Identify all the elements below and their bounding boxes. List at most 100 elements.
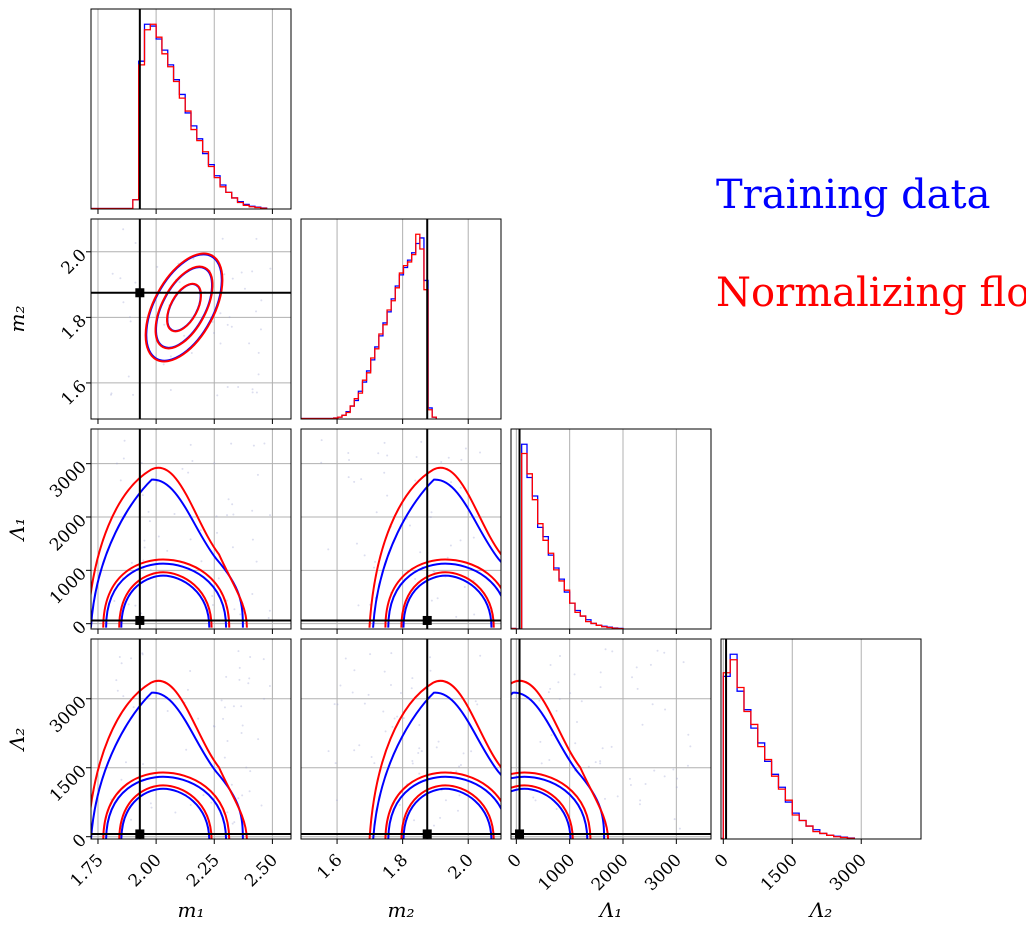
sample-point (127, 603, 130, 606)
sample-point (147, 510, 150, 513)
sample-point (129, 320, 132, 323)
sample-point (375, 511, 378, 514)
sample-point (386, 494, 389, 497)
sample-point (228, 316, 231, 319)
panel-frame (90, 428, 292, 630)
sample-point (616, 795, 619, 798)
sample-point (231, 277, 234, 280)
sample-point (251, 538, 254, 541)
sample-point (628, 777, 631, 780)
x-tick-label-L2: 0 (711, 850, 733, 872)
sample-point (384, 730, 387, 733)
sample-point (476, 703, 479, 706)
sample-point (237, 385, 240, 388)
sample-point (269, 267, 272, 270)
sample-point (391, 725, 394, 728)
sample-point (119, 479, 122, 482)
panel-frame (300, 638, 502, 840)
sample-point (320, 461, 323, 464)
sample-point (249, 655, 252, 658)
sample-point (353, 669, 356, 672)
x-tick-label-m2: 1.6 (313, 850, 346, 883)
panel-frame (510, 428, 712, 630)
x-tick-label-m2: 2.0 (444, 850, 477, 883)
sample-point (320, 439, 323, 442)
sample-point (430, 511, 433, 514)
panel-m1-m2 (86, 218, 292, 424)
sample-point (639, 799, 642, 802)
sample-point (141, 494, 144, 497)
sample-point (123, 439, 126, 442)
sample-point (393, 717, 396, 720)
sample-point (398, 804, 401, 807)
hist-flow-L1 (516, 452, 624, 629)
sample-point (240, 732, 243, 735)
sample-point (231, 546, 234, 549)
contour-flow-2 (102, 771, 231, 839)
sample-point (437, 740, 440, 743)
sample-point (357, 604, 360, 607)
sample-point (363, 554, 366, 557)
sample-point (538, 699, 541, 702)
sample-point (240, 271, 243, 274)
sample-point (221, 237, 224, 240)
sample-point (249, 770, 252, 773)
sample-point (211, 320, 214, 323)
sample-point (115, 462, 118, 465)
sample-point (216, 531, 219, 534)
sample-point (143, 539, 146, 542)
sample-point (604, 648, 607, 651)
sample-point (540, 762, 543, 765)
sample-point (222, 717, 225, 720)
panel-frame (300, 428, 502, 630)
sample-point (197, 717, 200, 720)
truth-marker (135, 829, 145, 839)
sample-point (132, 393, 135, 396)
contour-flow-1 (118, 571, 213, 628)
sample-point (183, 334, 186, 337)
sample-point (189, 538, 192, 541)
sample-point (245, 766, 248, 769)
contour-training-1 (120, 787, 211, 839)
sample-point (226, 323, 229, 326)
sample-point (446, 556, 449, 559)
sample-point (418, 772, 421, 775)
sample-point (339, 684, 342, 687)
legend-training-data: Training data (716, 172, 991, 218)
sample-point (173, 512, 176, 515)
sample-point (128, 316, 131, 319)
sample-point (411, 762, 414, 765)
sample-point (599, 762, 602, 765)
sample-point (225, 675, 228, 678)
sample-point (549, 664, 552, 667)
sample-point (651, 703, 654, 706)
sample-point (675, 786, 678, 789)
sample-point (142, 763, 145, 766)
sample-point (223, 273, 226, 276)
sample-point (649, 663, 652, 666)
truth-marker (422, 615, 432, 625)
panel-L1-L1 (510, 428, 712, 634)
sample-point (189, 804, 192, 807)
contour-flow-2 (102, 558, 231, 628)
x-tick-label-m1: 2.00 (125, 850, 166, 891)
sample-point (678, 827, 681, 830)
sample-point (547, 691, 550, 694)
sample-point (134, 604, 137, 607)
panel-L2-L2 (720, 638, 922, 844)
contour-training-3 (511, 691, 606, 839)
sample-point (460, 458, 463, 461)
sample-point (232, 513, 235, 516)
sample-point (231, 503, 234, 506)
sample-point (574, 742, 577, 745)
sample-point (200, 560, 203, 563)
sample-point (127, 375, 130, 378)
sample-point (223, 706, 226, 709)
sample-point (479, 654, 482, 657)
sample-point (256, 473, 259, 476)
x-tick-label-m1: 2.25 (183, 850, 224, 891)
sample-point (383, 441, 386, 444)
sample-point (436, 597, 439, 600)
sample-point (420, 440, 423, 443)
x-tick-label-L1: 1000 (534, 850, 579, 895)
